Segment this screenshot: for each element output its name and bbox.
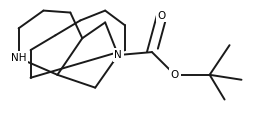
Text: O: O bbox=[171, 70, 179, 80]
Text: O: O bbox=[158, 11, 166, 21]
Text: NH: NH bbox=[11, 53, 26, 63]
Text: N: N bbox=[114, 50, 122, 60]
